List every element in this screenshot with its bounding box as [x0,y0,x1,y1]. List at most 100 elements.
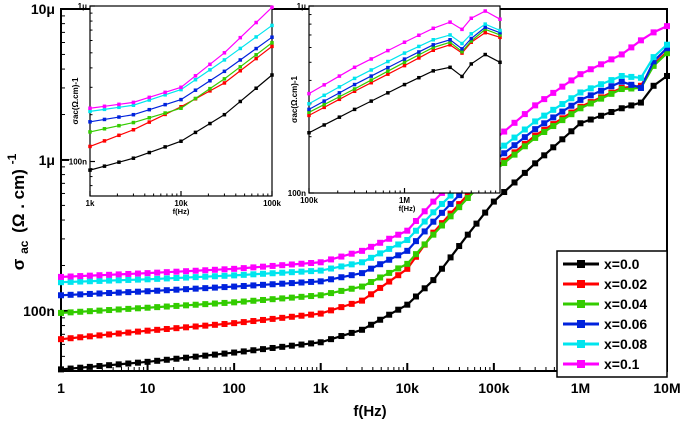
inset-right-point-x-0-1 [307,91,311,96]
inset-left-point-x-0-06 [238,58,243,62]
main-point-x-0-04 [308,293,315,300]
legend-label-x-0-08: x=0.08 [604,336,647,352]
inset-right-point-x-0-02 [448,43,452,47]
main-point-x-0-1 [637,37,644,44]
main-y-tick-label-100n: 100n [23,303,55,319]
main-point-x-0-08 [279,269,286,276]
main-point-x-0-0 [250,347,257,354]
inset-right-point-x-0-04 [352,87,357,91]
main-point-x-0-1 [368,243,375,250]
inset-left-point-x-0-08 [147,98,152,102]
main-point-x-0-1 [598,61,605,68]
main-point-x-0-0 [501,189,508,196]
main-point-x-0-0 [511,179,518,186]
inset-right-point-x-0-0 [448,65,452,70]
main-point-x-0-06 [134,288,141,295]
inset-right-point-x-0-04 [460,49,464,54]
main-point-x-0-0 [125,360,132,367]
main-point-x-0-08 [338,263,345,270]
main-point-x-0-02 [288,313,295,320]
main-point-x-0-0 [650,82,657,89]
inset-left-y-tick-label-100n: 100n [69,157,87,166]
main-point-x-0-1 [269,262,276,269]
main-point-x-0-0 [359,326,366,333]
main-point-x-0-06 [144,288,151,295]
main-point-x-0-08 [231,272,238,279]
inset-left-point-x-0-1 [131,100,136,105]
main-point-x-0-0 [637,99,644,106]
main-point-x-0-06 [173,286,180,293]
inset-right-point-x-0-0 [386,91,390,95]
x-axis-label: f(Hz) [353,403,386,420]
main-point-x-0-08 [438,200,445,207]
inset-right-point-x-0-0 [352,107,357,112]
main-point-x-0-1 [96,272,103,279]
main-point-x-0-08 [115,277,122,284]
main-point-x-0-08 [134,276,141,283]
main-point-x-0-04 [368,279,375,286]
inset-left-series-x-0-08 [88,23,274,114]
main-point-x-0-06 [456,192,463,199]
main-point-x-0-04 [541,128,548,135]
main-point-x-0-04 [125,305,132,312]
inset-right-series-x-0-1 [307,9,502,96]
legend-swatch-marker [577,340,585,348]
inset-left-point-x-0-04 [117,123,121,128]
main-point-x-0-04 [628,85,635,92]
inset-right-line-x-0-1 [308,10,501,95]
main-point-x-0-1 [348,250,355,257]
main-point-x-0-02 [456,201,463,208]
main-point-x-0-06 [106,290,113,297]
inset-left-point-x-0-1 [102,104,107,109]
main-point-x-0-1 [501,128,508,135]
main-point-x-0-04 [240,298,247,305]
inset-right-point-x-0-04 [498,33,502,37]
main-point-x-0-06 [221,284,228,291]
inset-left-point-x-0-06 [179,97,183,102]
main-point-x-0-1 [328,256,335,263]
main-line-x-0-02 [60,51,668,341]
main-point-x-0-0 [377,316,384,323]
main-point-x-0-02 [298,312,305,319]
legend-swatch-marker [577,280,585,288]
main-point-x-0-08 [154,275,161,282]
main-point-x-0-04 [618,86,625,93]
main-point-x-0-0 [541,152,548,159]
main-point-x-0-04 [501,160,508,167]
inset-right-point-x-0-06 [483,25,487,29]
main-point-x-0-06 [348,272,355,279]
inset-left-point-x-0-08 [179,87,183,92]
main-point-x-0-04 [269,296,276,303]
inset-right-point-x-0-08 [322,93,326,98]
main-point-x-0-06 [438,209,445,216]
main-point-x-0-08 [447,192,454,199]
main-point-x-0-06 [430,218,437,225]
inset-right-point-x-0-0 [337,115,342,119]
main-point-x-0-0 [438,265,445,272]
main-point-x-0-04 [192,301,199,308]
inset-left-point-x-0-04 [102,127,107,131]
main-point-x-0-0 [288,342,295,349]
inset-left-point-x-0-1 [179,85,183,90]
main-point-x-0-04 [359,283,366,290]
main-point-x-0-04 [559,117,566,124]
inset-right-x-tick-label-100k: 100k [300,196,318,205]
main-point-x-0-06 [240,282,247,289]
inset-left-point-x-0-0 [147,150,152,155]
main-point-x-0-06 [154,287,161,294]
inset-right-point-x-0-1 [460,27,464,32]
main-point-x-0-04 [430,231,437,238]
main-point-x-0-0 [628,102,635,109]
main-point-x-0-1 [412,217,419,224]
main-point-x-0-1 [618,51,625,58]
inset-left-y-axis-label: σac(Ω.cm)-1 [71,77,80,125]
inset-right-point-x-0-08 [483,22,487,26]
main-point-x-0-04 [77,308,84,315]
main-point-x-0-06 [125,289,132,296]
main-point-x-0-02 [269,315,276,322]
main-point-x-0-08 [628,73,635,80]
main-point-x-0-0 [106,362,113,369]
inset-right-point-x-0-08 [469,32,473,36]
inset-right-point-x-0-02 [307,113,311,118]
